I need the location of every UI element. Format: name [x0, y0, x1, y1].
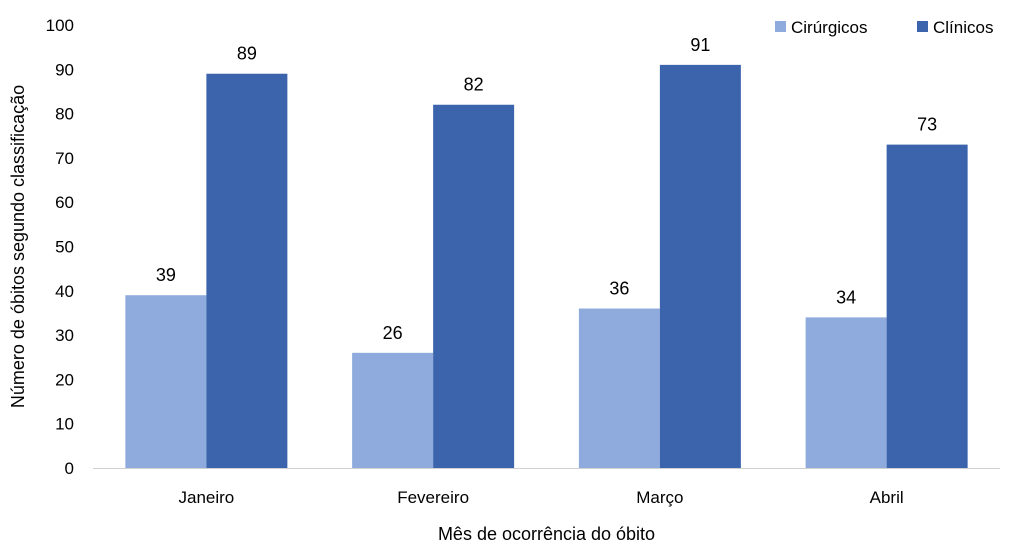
data-label: 82 — [464, 75, 484, 95]
y-tick-label: 70 — [55, 149, 74, 168]
data-label: 36 — [609, 279, 629, 299]
y-tick-label: 80 — [55, 105, 74, 124]
y-axis-title: Número de óbitos segundo classificação — [8, 85, 28, 408]
bar-cirurgicos-1 — [352, 353, 433, 468]
bar-cirurgicos-0 — [125, 295, 206, 468]
bar-clinicos-1 — [433, 105, 514, 468]
y-tick-label: 100 — [46, 16, 74, 35]
bar-clinicos-0 — [206, 74, 287, 468]
x-tick-label: Março — [636, 488, 683, 507]
x-tick-label: Janeiro — [178, 488, 234, 507]
data-label: 34 — [836, 287, 856, 307]
y-tick-label: 90 — [55, 60, 74, 79]
y-tick-label: 60 — [55, 193, 74, 212]
y-axis-ticks: 0 10 20 30 40 50 60 70 80 90 100 — [46, 16, 74, 478]
y-tick-label: 10 — [55, 415, 74, 434]
legend-swatch-cirurgicos — [775, 21, 786, 32]
y-tick-label: 0 — [65, 459, 74, 478]
legend-swatch-clinicos — [917, 21, 928, 32]
data-label: 73 — [917, 115, 937, 135]
data-label: 89 — [237, 44, 257, 64]
bars — [125, 65, 967, 468]
x-tick-label: Fevereiro — [397, 488, 469, 507]
x-tick-label: Abril — [870, 488, 904, 507]
legend-label-cirurgicos: Cirúrgicos — [791, 18, 868, 37]
bar-clinicos-2 — [660, 65, 741, 468]
y-tick-label: 50 — [55, 238, 74, 257]
data-label: 91 — [690, 35, 710, 55]
bar-cirurgicos-2 — [579, 309, 660, 468]
data-label: 39 — [156, 265, 176, 285]
x-axis-ticks: Janeiro Fevereiro Março Abril — [178, 488, 903, 507]
y-tick-label: 20 — [55, 370, 74, 389]
y-tick-label: 30 — [55, 326, 74, 345]
y-tick-label: 40 — [55, 282, 74, 301]
data-label: 26 — [383, 323, 403, 343]
x-axis-title: Mês de ocorrência do óbito — [438, 524, 655, 544]
bar-clinicos-3 — [887, 145, 968, 468]
legend-label-clinicos: Clínicos — [933, 18, 993, 37]
legend: Cirúrgicos Clínicos — [775, 18, 993, 37]
bar-cirurgicos-3 — [806, 317, 887, 468]
